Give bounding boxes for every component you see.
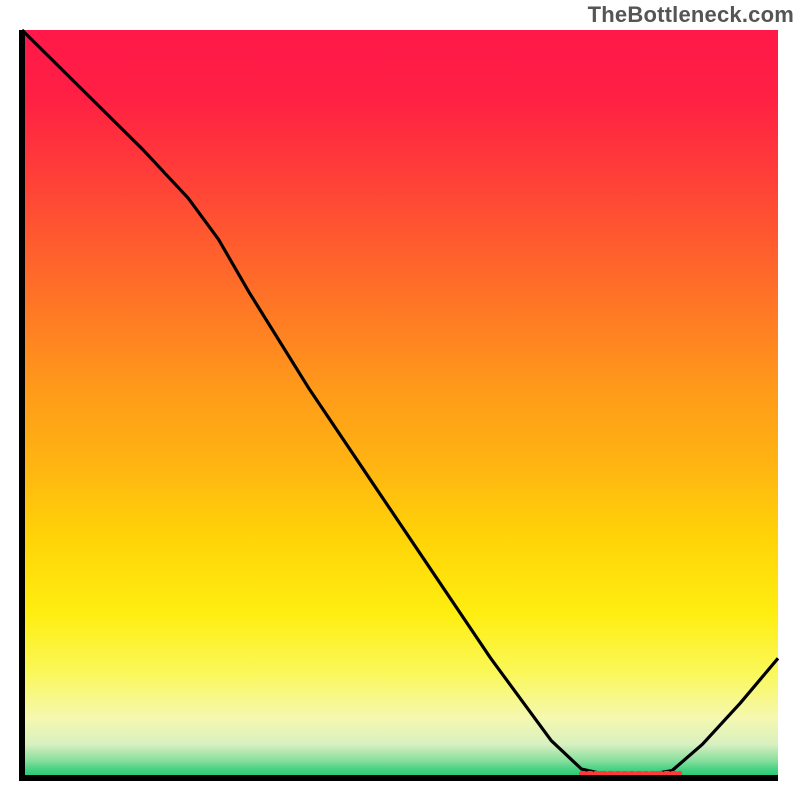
- bottleneck-chart: [0, 0, 800, 800]
- watermark-text: TheBottleneck.com: [588, 2, 794, 28]
